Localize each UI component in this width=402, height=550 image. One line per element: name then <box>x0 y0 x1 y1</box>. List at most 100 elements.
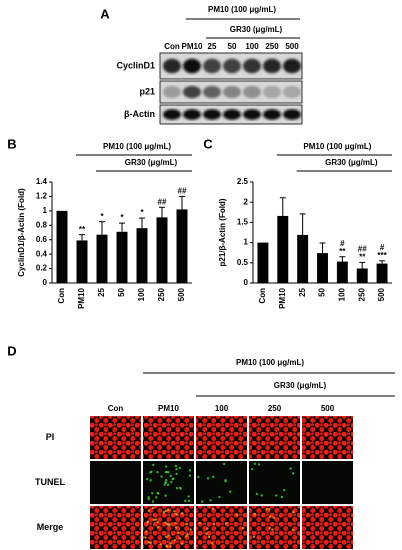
stained-cell <box>229 490 232 493</box>
stained-cell <box>175 467 178 471</box>
stained-cell <box>250 467 254 471</box>
panel-label: C <box>203 136 213 151</box>
stained-cell <box>146 477 149 481</box>
significance-label: # <box>340 239 345 248</box>
stained-cell <box>253 462 257 466</box>
stained-cell <box>218 495 221 499</box>
stained-cell <box>174 526 178 529</box>
stained-cell <box>151 500 155 503</box>
stained-cell <box>177 531 180 535</box>
stained-cell <box>169 474 172 478</box>
bar <box>76 240 88 283</box>
bar <box>56 210 68 283</box>
x-tick-label: 25 <box>298 287 307 296</box>
lane-label: 100 <box>245 42 259 51</box>
bar <box>257 242 269 283</box>
x-tick-label: PM10 <box>77 287 86 308</box>
stained-cell <box>147 496 150 499</box>
stained-cell <box>151 491 154 495</box>
stained-cell <box>212 523 216 526</box>
stained-cell <box>292 510 295 514</box>
stained-cell <box>291 528 295 532</box>
significance-label: *** <box>377 251 387 260</box>
stained-cell <box>167 524 170 527</box>
stained-cell <box>205 532 208 535</box>
x-tick-label: 250 <box>357 287 366 301</box>
significance-label: ** <box>359 253 366 262</box>
stained-cell <box>164 509 167 513</box>
blot-band <box>263 109 281 120</box>
stained-cell <box>165 535 168 539</box>
stained-cell <box>252 535 256 539</box>
significance-label: ## <box>158 197 167 206</box>
stained-cell <box>185 534 188 538</box>
treatment-label: PM10 (100 μg/mL) <box>236 358 304 367</box>
stained-cell <box>209 499 212 502</box>
x-tick-label: 250 <box>157 287 166 301</box>
stained-cell <box>257 463 261 466</box>
significance-label: ## <box>178 187 187 196</box>
micrograph <box>143 461 194 504</box>
stained-cell <box>289 467 292 470</box>
dose-label: GR30 (μg/mL) <box>125 158 178 167</box>
lane-label: 25 <box>208 42 217 51</box>
stained-cell <box>174 522 177 525</box>
stained-cell <box>152 518 155 522</box>
stained-cell <box>186 533 189 536</box>
stained-cell <box>185 523 188 526</box>
column-label: Con <box>108 404 124 413</box>
blot-band <box>263 58 281 74</box>
lane-label: 250 <box>265 42 279 51</box>
stained-cell <box>211 542 214 545</box>
stained-cell <box>206 477 210 480</box>
stained-cell <box>184 499 187 502</box>
stained-cell <box>178 466 182 470</box>
x-tick-label: 100 <box>337 287 346 301</box>
x-tick-label: 500 <box>377 287 386 301</box>
bar <box>376 263 388 283</box>
stained-cell <box>180 512 184 515</box>
blot-band <box>183 58 201 74</box>
micrograph <box>90 461 141 504</box>
stained-cell <box>156 520 159 524</box>
stained-cell <box>253 513 257 516</box>
dose-label: GR30 (μg/mL) <box>274 381 327 390</box>
stained-cell <box>179 537 182 540</box>
stained-cell <box>150 470 153 473</box>
column-label: 500 <box>321 404 335 413</box>
column-label: 100 <box>215 404 229 413</box>
stained-cell <box>147 509 151 512</box>
bar <box>277 215 289 283</box>
x-tick-label: 100 <box>137 287 146 301</box>
stained-cell <box>235 513 239 517</box>
stained-cell <box>164 478 168 482</box>
y-tick-label: 1.2 <box>36 192 48 201</box>
stained-cell <box>160 475 163 478</box>
blot-band <box>223 109 241 120</box>
stained-cell <box>187 499 191 503</box>
blot-band <box>243 109 261 120</box>
y-tick-label: 0.6 <box>36 235 48 244</box>
micrograph <box>143 506 194 549</box>
bar <box>96 234 108 283</box>
blot-band <box>243 58 261 74</box>
micrograph <box>302 461 353 504</box>
stained-cell <box>175 472 178 476</box>
blot-band <box>183 85 201 99</box>
bar <box>297 234 309 283</box>
significance-label: * <box>140 208 144 217</box>
significance-label: * <box>120 213 124 222</box>
significance-label: ## <box>358 245 367 254</box>
stained-cell <box>222 462 226 466</box>
x-tick-label: 50 <box>318 287 327 296</box>
stained-cell <box>164 521 167 524</box>
y-tick-label: 1.4 <box>36 177 48 186</box>
stained-cell <box>147 541 150 544</box>
stained-cell <box>197 475 200 479</box>
stained-cell <box>268 508 271 511</box>
y-tick-label: 1 <box>244 238 249 247</box>
stained-cell <box>187 495 190 498</box>
blot-band <box>163 85 181 99</box>
stained-cell <box>169 542 172 545</box>
stained-cell <box>151 506 154 510</box>
